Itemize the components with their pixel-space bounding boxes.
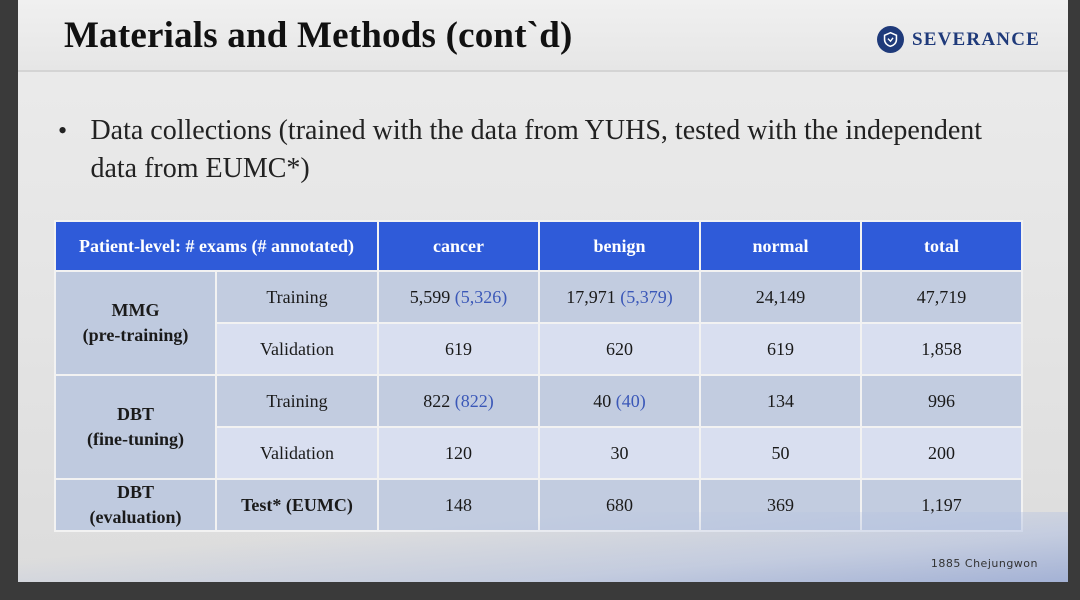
benign-count: 17,971 <box>566 286 616 307</box>
benign-cell: 620 <box>538 322 701 376</box>
header-patient-level: Patient-level: # exams (# annotated) <box>54 220 379 272</box>
table-row: MMG (pre-training) Training 5,599 (5,326… <box>54 270 1023 376</box>
cancer-count: 822 <box>423 390 451 411</box>
header-total: total <box>860 220 1023 272</box>
benign-cell: 30 <box>538 426 701 480</box>
benign-annotated: (40) <box>615 390 646 411</box>
cancer-cell: 822 (822) <box>377 374 540 428</box>
data-collection-table: Patient-level: # exams (# annotated) can… <box>54 220 1023 532</box>
group-label-mmg: MMG (pre-training) <box>54 270 217 376</box>
shield-emblem-icon <box>877 26 904 53</box>
slide-title: Materials and Methods (cont`d) <box>64 15 573 56</box>
table-row: Validation 619 620 619 1,858 <box>55 322 1023 376</box>
benign-annotated: (5,379) <box>620 286 673 307</box>
group-line2: (fine-tuning) <box>86 429 184 449</box>
header-cancer: cancer <box>377 220 540 272</box>
severance-logo: SEVERANCE <box>877 26 1040 53</box>
cancer-annotated: (822) <box>454 390 494 411</box>
total-cell: 47,719 <box>860 270 1023 324</box>
bullet-text: Data collections (trained with the data … <box>90 115 983 184</box>
total-cell: 996 <box>860 374 1023 428</box>
bullet-item: • Data collections (trained with the dat… <box>58 112 988 188</box>
normal-cell: 619 <box>699 322 862 376</box>
group-label-dbt-finetuning: DBT (fine-tuning) <box>54 374 217 480</box>
split-cell: Training <box>215 270 379 324</box>
normal-cell: 50 <box>699 426 862 480</box>
table-row: Validation 120 30 50 200 <box>55 426 1023 480</box>
table-header-row: Patient-level: # exams (# annotated) can… <box>54 220 1023 272</box>
logo-text: SEVERANCE <box>912 28 1040 50</box>
normal-cell: 134 <box>699 374 862 428</box>
footer-text: 1885 Chejungwon <box>930 557 1038 570</box>
group-line2: (pre-training) <box>82 325 189 345</box>
slide: Materials and Methods (cont`d) SEVERANCE… <box>18 0 1068 582</box>
group-line1: MMG <box>111 300 160 320</box>
cancer-annotated: (5,326) <box>454 286 508 307</box>
bullet-icon: • <box>58 116 68 145</box>
cancer-cell: 5,599 (5,326) <box>377 270 540 324</box>
cancer-cell: 120 <box>377 426 540 480</box>
split-cell: Test* (EUMC) <box>215 478 379 532</box>
benign-cell: 17,971 (5,379) <box>538 270 701 324</box>
cancer-count: 5,599 <box>409 286 451 307</box>
split-cell: Validation <box>215 322 379 376</box>
header-normal: normal <box>699 220 862 272</box>
split-cell: Training <box>215 374 379 428</box>
benign-cell: 40 (40) <box>538 374 701 428</box>
split-cell: Validation <box>215 426 379 480</box>
benign-count: 40 <box>593 390 612 411</box>
decorative-wave <box>18 512 1068 582</box>
table-row: DBT (fine-tuning) Training 822 (822) 40 … <box>54 374 1023 480</box>
total-cell: 1,858 <box>860 322 1023 376</box>
group-line1: DBT <box>116 404 154 424</box>
normal-cell: 24,149 <box>699 270 862 324</box>
header-benign: benign <box>538 220 701 272</box>
total-cell: 200 <box>860 426 1023 480</box>
cancer-cell: 619 <box>377 322 540 376</box>
group-line1: DBT <box>116 482 154 502</box>
